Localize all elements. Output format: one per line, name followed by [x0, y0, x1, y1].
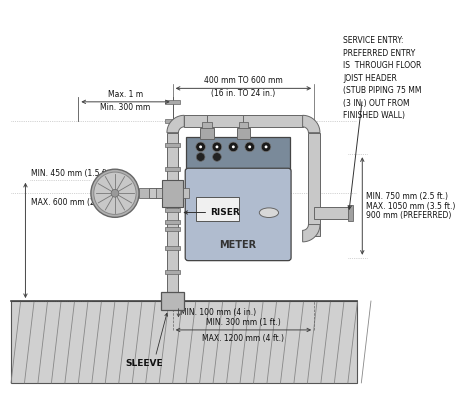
Text: METER: METER	[219, 240, 257, 250]
Bar	[167, 203, 179, 292]
Text: MIN. 300 mm (1 ft.): MIN. 300 mm (1 ft.)	[206, 318, 281, 327]
Circle shape	[216, 146, 219, 148]
Bar	[309, 133, 320, 236]
Bar	[165, 270, 181, 274]
Bar	[202, 122, 212, 128]
Bar	[165, 100, 181, 104]
Bar	[149, 188, 162, 198]
Text: SERVICE ENTRY:
PREFERRED ENTRY
IS  THROUGH FLOOR
JOIST HEADER
(STUB PIPING 75 MM: SERVICE ENTRY: PREFERRED ENTRY IS THROUG…	[343, 36, 421, 120]
Bar	[314, 207, 348, 219]
Bar	[238, 122, 248, 128]
Bar	[207, 115, 248, 127]
Text: MIN. 450 mm (1.5 ft.): MIN. 450 mm (1.5 ft.)	[31, 169, 113, 178]
Bar	[183, 188, 189, 198]
Bar	[186, 138, 290, 171]
Text: Max. 1 m: Max. 1 m	[108, 90, 143, 99]
Circle shape	[213, 153, 221, 161]
Bar	[237, 128, 250, 139]
Bar	[139, 188, 149, 198]
Bar	[161, 292, 184, 310]
Circle shape	[94, 172, 136, 214]
Text: Min. 300 mm: Min. 300 mm	[100, 103, 151, 112]
Bar	[200, 128, 214, 139]
Bar	[156, 188, 162, 198]
Bar	[165, 220, 181, 224]
Bar	[165, 227, 181, 231]
FancyBboxPatch shape	[185, 168, 291, 261]
Circle shape	[264, 146, 267, 148]
Text: MAX. 1200 mm (4 ft.): MAX. 1200 mm (4 ft.)	[202, 334, 284, 343]
Polygon shape	[167, 115, 184, 133]
Ellipse shape	[259, 208, 279, 218]
Circle shape	[111, 190, 119, 197]
Polygon shape	[302, 115, 320, 133]
Bar	[165, 119, 181, 123]
Circle shape	[245, 142, 255, 152]
Bar	[165, 208, 181, 212]
Circle shape	[261, 142, 271, 152]
Circle shape	[212, 142, 222, 152]
Bar	[165, 143, 181, 147]
Bar	[165, 246, 181, 250]
Bar	[167, 133, 179, 180]
Circle shape	[228, 142, 238, 152]
Bar	[165, 167, 181, 171]
Bar	[162, 180, 183, 207]
Bar	[184, 115, 212, 127]
Circle shape	[248, 146, 251, 148]
Circle shape	[199, 146, 202, 148]
Text: SLEEVE: SLEEVE	[125, 359, 163, 368]
Text: RISER: RISER	[210, 208, 240, 217]
Bar	[11, 301, 357, 383]
Circle shape	[196, 153, 205, 161]
Bar	[196, 197, 239, 221]
Text: 900 mm (PREFERRED): 900 mm (PREFERRED)	[366, 211, 452, 220]
Polygon shape	[302, 224, 320, 242]
Text: MAX. 600 mm (2 ft.): MAX. 600 mm (2 ft.)	[31, 198, 109, 207]
Circle shape	[91, 169, 139, 217]
Text: (16 in. TO 24 in.): (16 in. TO 24 in.)	[211, 89, 275, 98]
Text: MIN. 100 mm (4 in.): MIN. 100 mm (4 in.)	[181, 308, 256, 317]
Text: MIN. 750 mm (2.5 ft.): MIN. 750 mm (2.5 ft.)	[366, 192, 448, 201]
Circle shape	[232, 146, 235, 148]
Circle shape	[196, 142, 205, 152]
Text: 400 mm TO 600 mm: 400 mm TO 600 mm	[204, 76, 283, 86]
Bar	[243, 115, 302, 127]
Text: MAX. 1050 mm (3.5 ft.): MAX. 1050 mm (3.5 ft.)	[366, 202, 456, 210]
Bar	[348, 205, 353, 221]
